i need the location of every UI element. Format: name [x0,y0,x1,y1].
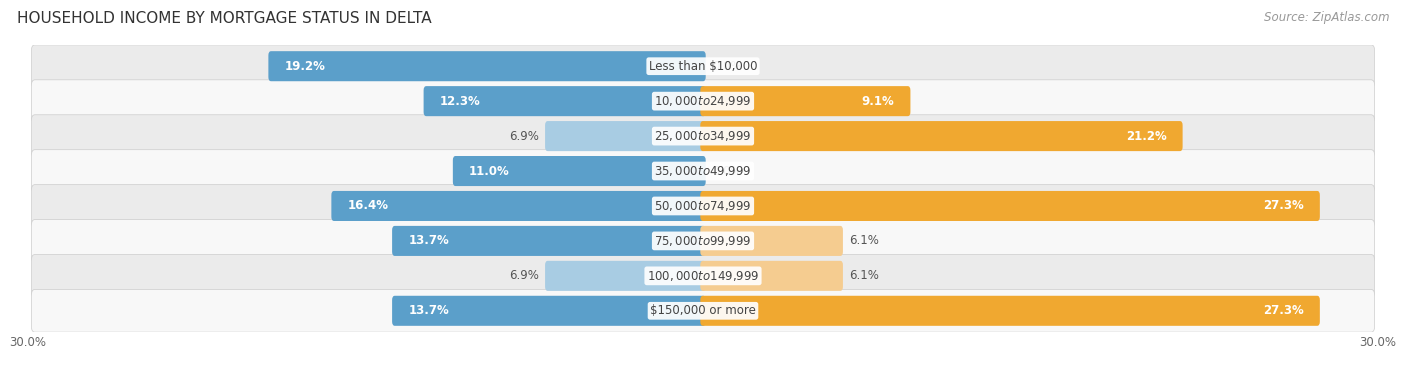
Text: $10,000 to $24,999: $10,000 to $24,999 [654,94,752,108]
FancyBboxPatch shape [700,296,1320,326]
Text: $150,000 or more: $150,000 or more [650,304,756,317]
FancyBboxPatch shape [31,45,1375,87]
Text: 6.1%: 6.1% [849,234,879,247]
Text: 11.0%: 11.0% [470,164,510,178]
FancyBboxPatch shape [31,219,1375,262]
Text: $25,000 to $34,999: $25,000 to $34,999 [654,129,752,143]
FancyBboxPatch shape [700,191,1320,221]
Text: $75,000 to $99,999: $75,000 to $99,999 [654,234,752,248]
Text: Less than $10,000: Less than $10,000 [648,60,758,73]
FancyBboxPatch shape [700,121,1182,151]
Text: 13.7%: 13.7% [408,304,449,317]
Text: 6.9%: 6.9% [509,130,538,143]
Text: $50,000 to $74,999: $50,000 to $74,999 [654,199,752,213]
Text: 21.2%: 21.2% [1126,130,1167,143]
FancyBboxPatch shape [423,86,706,116]
Text: 13.7%: 13.7% [408,234,449,247]
FancyBboxPatch shape [31,150,1375,192]
Text: 12.3%: 12.3% [440,95,481,108]
Text: 6.9%: 6.9% [509,269,538,282]
FancyBboxPatch shape [392,296,706,326]
FancyBboxPatch shape [453,156,706,186]
FancyBboxPatch shape [31,185,1375,227]
FancyBboxPatch shape [546,261,706,291]
FancyBboxPatch shape [392,226,706,256]
Text: $35,000 to $49,999: $35,000 to $49,999 [654,164,752,178]
Text: 27.3%: 27.3% [1263,304,1303,317]
FancyBboxPatch shape [700,261,844,291]
FancyBboxPatch shape [31,290,1375,332]
Text: 0.0%: 0.0% [711,60,741,73]
FancyBboxPatch shape [700,86,911,116]
Text: Source: ZipAtlas.com: Source: ZipAtlas.com [1264,11,1389,24]
FancyBboxPatch shape [700,226,844,256]
Text: 0.0%: 0.0% [711,164,741,178]
FancyBboxPatch shape [31,115,1375,158]
FancyBboxPatch shape [31,80,1375,123]
FancyBboxPatch shape [269,51,706,81]
FancyBboxPatch shape [546,121,706,151]
FancyBboxPatch shape [31,254,1375,297]
Text: 16.4%: 16.4% [347,199,388,213]
Text: 27.3%: 27.3% [1263,199,1303,213]
Text: $100,000 to $149,999: $100,000 to $149,999 [647,269,759,283]
Text: 6.1%: 6.1% [849,269,879,282]
Text: 9.1%: 9.1% [862,95,894,108]
Text: HOUSEHOLD INCOME BY MORTGAGE STATUS IN DELTA: HOUSEHOLD INCOME BY MORTGAGE STATUS IN D… [17,11,432,26]
FancyBboxPatch shape [332,191,706,221]
Text: 19.2%: 19.2% [284,60,325,73]
